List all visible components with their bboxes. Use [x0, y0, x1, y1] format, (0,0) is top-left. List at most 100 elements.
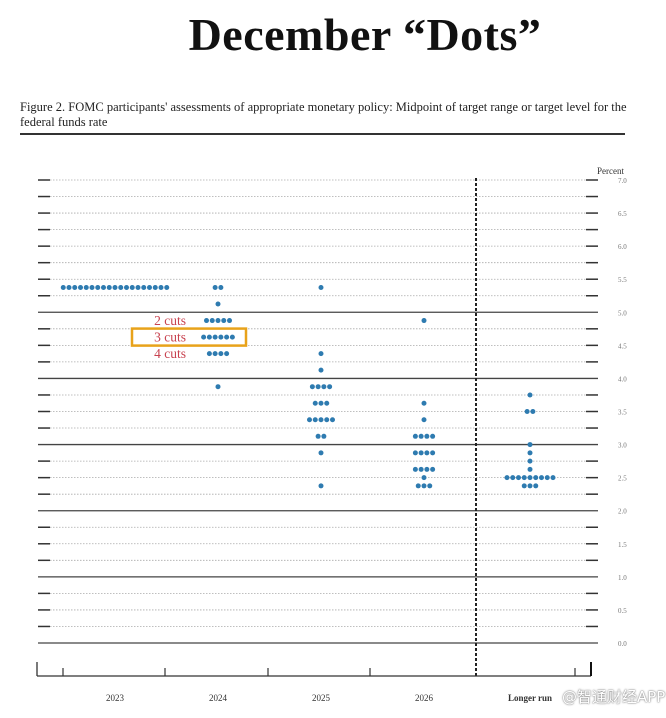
dot-2024	[206, 334, 212, 340]
dot-longer-run	[533, 483, 539, 489]
dot-2024	[218, 334, 224, 340]
y-tick-label: 3.0	[618, 442, 627, 450]
dot-longer-run	[527, 483, 533, 489]
y-tick-label: 2.0	[618, 508, 627, 516]
dot-2023	[147, 284, 152, 290]
dot-2026	[430, 450, 436, 456]
dot-2026	[421, 483, 427, 489]
dot-2026	[418, 450, 424, 456]
dot-2025	[321, 384, 327, 390]
dot-2026	[430, 466, 436, 472]
y-tick-label: 2.5	[618, 475, 627, 483]
dot-longer-run	[527, 458, 533, 464]
dot-2023	[101, 284, 106, 290]
dot-2024	[215, 301, 221, 307]
dot-2023	[158, 284, 164, 290]
dot-longer-run	[527, 466, 533, 472]
dot-longer-run	[521, 483, 527, 489]
dot-2023	[89, 284, 95, 290]
y-tick-label: 0.0	[618, 640, 627, 648]
x-tick-label: 2026	[415, 693, 434, 703]
dot-2025	[315, 384, 321, 390]
dot-2026	[421, 417, 427, 423]
y-tick-label: 0.5	[618, 607, 627, 615]
dot-2025	[324, 400, 330, 406]
x-tick-label: Longer run	[508, 693, 552, 703]
dot-2023	[164, 284, 170, 290]
dot-2024	[215, 384, 221, 390]
dot-longer-run	[521, 475, 527, 481]
highlight-box	[130, 327, 248, 347]
dot-longer-run	[527, 392, 533, 398]
cuts-annotation: 4 cuts	[154, 346, 186, 361]
dot-2025	[315, 433, 321, 439]
dot-2023	[118, 284, 124, 290]
dot-longer-run	[504, 475, 510, 481]
x-tick-label: 2023	[106, 693, 125, 703]
y-tick-label: 5.5	[618, 276, 627, 284]
dot-2023	[152, 284, 158, 290]
dot-2026	[427, 483, 433, 489]
dot-2023	[141, 284, 147, 290]
dot-2024	[209, 318, 215, 324]
dot-2026	[424, 466, 430, 472]
y-tick-label: 7.0	[618, 177, 627, 185]
dot-longer-run	[527, 442, 533, 448]
dot-2026	[412, 466, 418, 472]
dot-2023	[124, 284, 129, 290]
x-tick-label: 2024	[209, 693, 228, 703]
dot-2024	[206, 351, 212, 357]
y-tick-label: 3.5	[618, 409, 627, 417]
dot-2025	[321, 433, 327, 439]
dot-2023	[66, 284, 72, 290]
dot-2026	[412, 433, 418, 439]
dot-2023	[95, 284, 101, 290]
dot-2025	[318, 351, 324, 357]
dot-2026	[418, 466, 424, 472]
dot-2024	[218, 284, 224, 290]
dot-2024	[224, 351, 230, 357]
y-tick-label: 4.5	[618, 342, 627, 350]
dot-2026	[421, 475, 427, 481]
dot-longer-run	[527, 475, 533, 481]
dot-longer-run	[527, 450, 533, 456]
dot-2026	[424, 433, 430, 439]
dot-2025	[312, 400, 318, 406]
dot-2025	[309, 384, 315, 390]
dot-longer-run	[539, 475, 544, 481]
dot-2025	[318, 284, 324, 290]
dot-2025	[327, 384, 333, 390]
figure-caption: Figure 2. FOMC participants' assessments…	[20, 100, 627, 129]
dot-longer-run	[544, 475, 550, 481]
dot-2025	[318, 400, 324, 406]
caption-rule	[20, 133, 625, 135]
dot-2023	[135, 284, 141, 290]
dot-longer-run	[510, 475, 516, 481]
dot-2024	[227, 318, 232, 324]
dot-2026	[412, 450, 418, 456]
dot-2024	[224, 334, 230, 340]
dot-2026	[421, 400, 427, 406]
x-tick-label: 2025	[312, 693, 331, 703]
dot-2025	[324, 417, 330, 423]
dot-longer-run	[550, 475, 556, 481]
dot-2023	[106, 284, 112, 290]
dot-2025	[330, 417, 335, 423]
dot-longer-run	[524, 409, 530, 414]
y-tick-label: 6.0	[618, 243, 627, 251]
dot-2024	[212, 351, 218, 357]
cuts-annotation: 2 cuts	[154, 313, 186, 328]
dot-2023	[129, 284, 135, 290]
dot-2024	[212, 284, 218, 290]
y-tick-label: 4.0	[618, 375, 627, 383]
dot-2025	[318, 417, 324, 423]
dot-2023	[78, 284, 83, 290]
dot-2024	[201, 334, 207, 340]
dot-2025	[318, 483, 324, 489]
slide-title: December “Dots”	[188, 9, 542, 60]
dot-2023	[83, 284, 89, 290]
dot-2024	[215, 318, 221, 324]
dot-2025	[307, 417, 312, 423]
dot-2026	[415, 483, 421, 489]
